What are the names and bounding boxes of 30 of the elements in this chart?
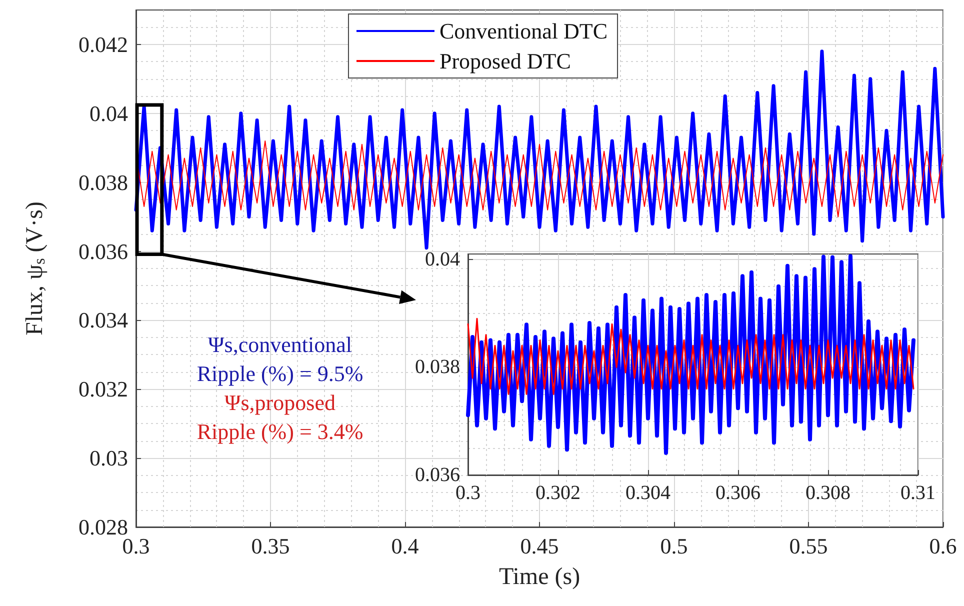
x-tick-label: 0.304 <box>626 482 670 504</box>
annotation: Ψs,proposed <box>224 389 336 417</box>
y-tick-label: 0.04 <box>425 248 460 270</box>
x-tick-label: 0.306 <box>716 482 760 504</box>
line-series <box>467 318 914 395</box>
x-tick-label: 0.31 <box>900 482 936 504</box>
y-tick-label: 0.034 <box>78 308 128 333</box>
x-tick-label: 0.4 <box>391 534 419 558</box>
legend-label: Proposed DTC <box>439 48 571 74</box>
annotation: Ripple (%) = 3.4% <box>196 418 364 446</box>
y-tick-label: 0.038 <box>78 170 128 195</box>
y-tick-label: 0.04 <box>90 100 128 126</box>
annotation: Ripple (%) = 9.5% <box>196 360 364 388</box>
y-tick-label: 0.03 <box>90 446 128 471</box>
y-axis-title: Flux, ψs (V·s) <box>22 202 48 336</box>
x-tick-label: 0.302 <box>536 482 580 504</box>
legend-label: Conventional DTC <box>439 18 608 44</box>
line-series <box>134 50 945 250</box>
x-tick-label: 0.5 <box>660 534 688 558</box>
x-tick-label: 0.308 <box>806 482 850 504</box>
y-tick-label: 0.038 <box>415 356 460 378</box>
y-tick-label: 0.042 <box>78 32 128 57</box>
y-tick-label: 0.036 <box>78 238 128 264</box>
annotation: Ψs,conventional <box>207 331 353 359</box>
x-tick-label: 0.35 <box>251 534 290 558</box>
x-tick-label: 0.45 <box>520 534 559 558</box>
y-tick-label: 0.032 <box>78 376 128 402</box>
x-tick-label: 0.55 <box>789 534 828 558</box>
x-axis-title: Time (s) <box>498 564 580 590</box>
x-tick-label: 0.6 <box>929 534 957 558</box>
